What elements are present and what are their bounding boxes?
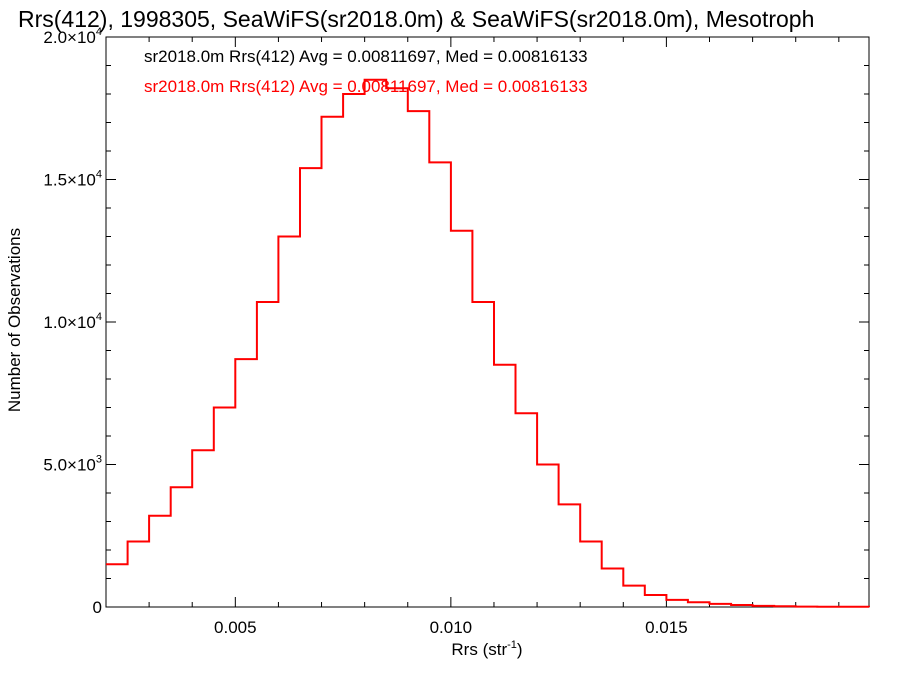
y-axis-label: Number of Observations (5, 228, 24, 412)
x-axis-ticks: 0.005 0.010 0.015 (105, 37, 840, 637)
y-tick-label: 1.5×104 (43, 169, 102, 190)
x-axis-label: Rrs (str-1) (451, 639, 522, 659)
x-tick-label: 0.010 (430, 618, 473, 637)
x-axis-label-sup: -1 (507, 639, 517, 651)
series-line-red (106, 78, 870, 608)
y-tick-label: 1.0×104 (43, 311, 102, 332)
annotation-red: sr2018.0m Rrs(412) Avg = 0.00811697, Med… (144, 77, 588, 96)
x-axis-label-suffix: ) (517, 640, 523, 659)
y-tick-label: 0 (93, 598, 102, 617)
plot-frame (105, 36, 870, 608)
y-tick-label: 5.0×103 (43, 454, 102, 475)
x-axis-label-main: Rrs (str (451, 640, 507, 659)
chart-title: Rrs(412), 1998305, SeaWiFS(sr2018.0m) & … (18, 6, 814, 32)
x-tick-label: 0.005 (214, 618, 257, 637)
y-axis-ticks: 0 5.0×103 1.0×104 1.5×104 2.0×104 (43, 26, 869, 617)
x-tick-label: 0.015 (645, 618, 688, 637)
y-tick-label: 2.0×104 (43, 26, 102, 47)
annotation-black: sr2018.0m Rrs(412) Avg = 0.00811697, Med… (144, 47, 588, 66)
